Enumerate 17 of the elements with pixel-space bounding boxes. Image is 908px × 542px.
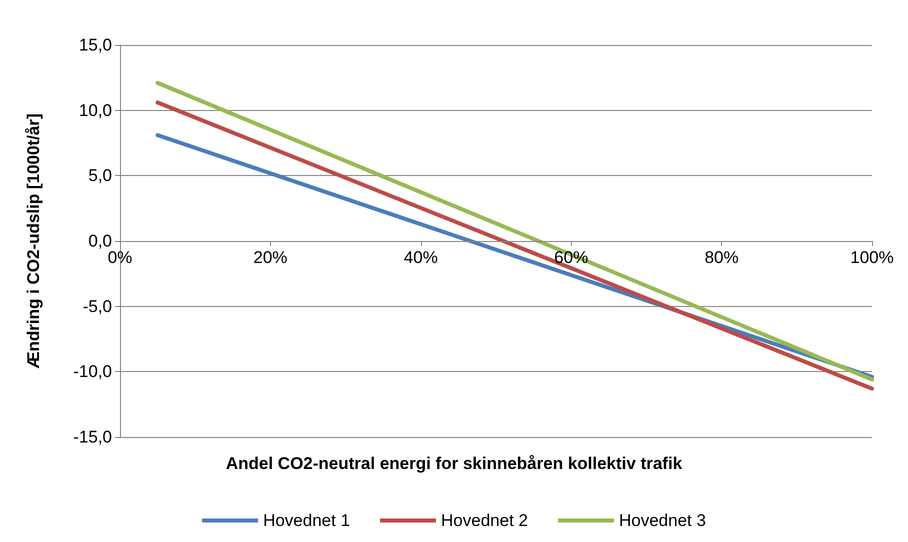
legend-label: Hovednet 1: [263, 511, 350, 530]
y-tick-label: -10,0: [73, 362, 112, 382]
y-tick-label: 0,0: [88, 232, 112, 250]
y-tick-label: -15,0: [73, 428, 112, 446]
y-tick-label: 15,0: [78, 36, 112, 54]
legend-label: Hovednet 2: [441, 511, 528, 530]
x-tick-label: 0%: [108, 248, 132, 267]
x-tick-label: 100%: [850, 248, 894, 267]
x-tick-label: 40%: [404, 248, 438, 267]
y-tick-label: -5,0: [82, 296, 112, 316]
x-tick-label: 80%: [704, 248, 739, 267]
x-axis-title: Andel CO2-neutral energi for skinnebåren kollektiv trafik: [226, 454, 683, 473]
y-axis-title: Ændring i CO2-udslip [1000t/år]: [24, 113, 43, 369]
y-tick-label: 5,0: [88, 166, 112, 186]
x-tick-label: 20%: [253, 248, 288, 267]
legend-label: Hovednet 3: [618, 511, 706, 530]
y-tick-label: 10,0: [78, 100, 112, 120]
